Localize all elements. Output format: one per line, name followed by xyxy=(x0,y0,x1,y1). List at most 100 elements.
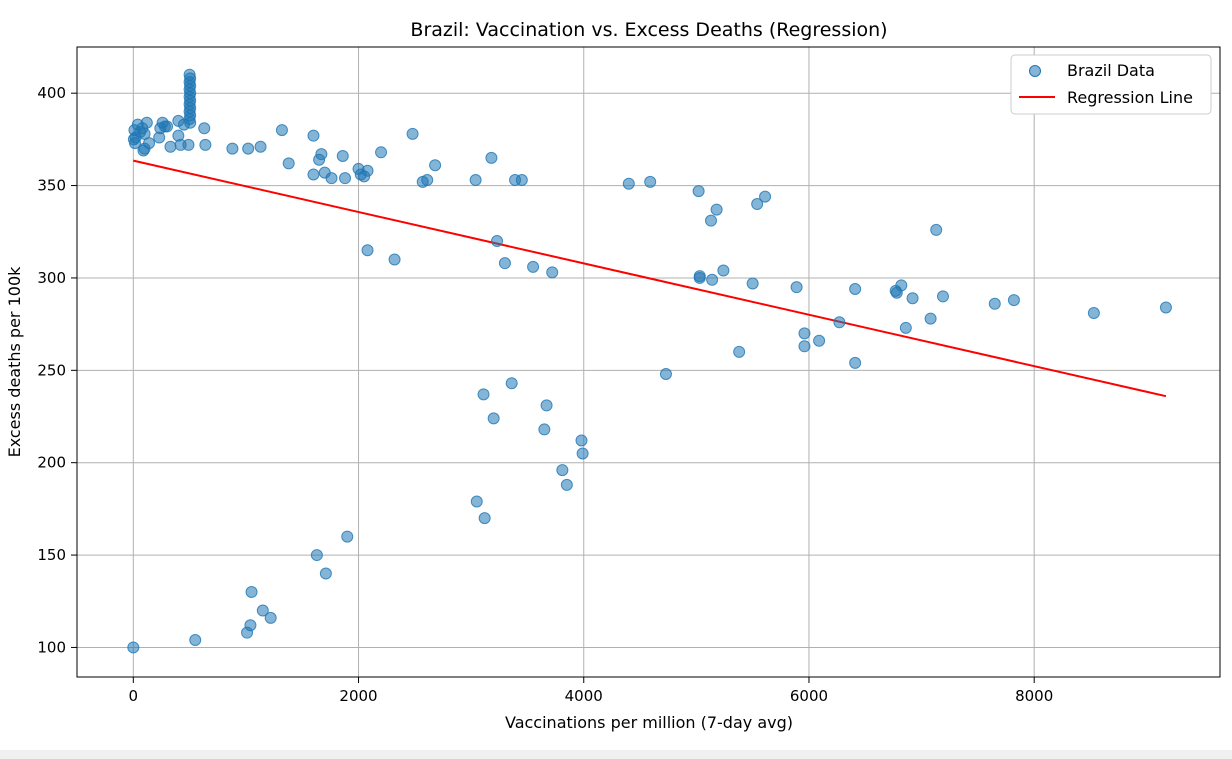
y-tick-label: 350 xyxy=(37,177,66,195)
scatter-point xyxy=(1087,307,1100,320)
legend-box xyxy=(1010,54,1212,115)
scatter-point xyxy=(325,172,338,185)
scatter-point xyxy=(164,140,177,153)
scatter-point xyxy=(485,151,498,164)
scatter-point xyxy=(226,142,239,155)
scatter-point xyxy=(813,334,826,347)
scatter-point xyxy=(361,164,374,177)
tick-layer: 0 2000 4000 6000 8000 100 150 200 250 300 350 400 xyxy=(37,84,1053,705)
scatter-point xyxy=(895,279,908,292)
scatter-point xyxy=(899,321,912,334)
scatter-point xyxy=(798,340,811,353)
scatter-point xyxy=(282,157,295,170)
scatter-point xyxy=(849,356,862,369)
scatter-point xyxy=(798,327,811,340)
scatter-point xyxy=(245,586,258,599)
scatter-point xyxy=(1007,294,1020,307)
scatter-point xyxy=(924,312,937,325)
x-tick-label: 0 xyxy=(129,687,139,705)
scatter-point xyxy=(256,604,269,617)
scatter-point xyxy=(310,549,323,562)
scatter-point xyxy=(538,423,551,436)
scatter-point xyxy=(692,185,705,198)
scatter-point xyxy=(491,234,504,247)
scatter-point xyxy=(315,148,328,161)
y-tick-label: 100 xyxy=(37,638,66,656)
scatter-point xyxy=(498,257,511,270)
scatter-point xyxy=(244,619,257,632)
scatter-point xyxy=(138,142,151,155)
scatter-point xyxy=(388,253,401,266)
x-tick-label: 6000 xyxy=(790,687,828,705)
scatter-point xyxy=(733,345,746,358)
scatter-point xyxy=(515,174,528,187)
scatter-point xyxy=(421,174,434,187)
scatter-point xyxy=(140,116,153,129)
scatter-point xyxy=(264,611,277,624)
scatter-point xyxy=(198,122,211,135)
bottom-strip xyxy=(0,750,1232,759)
scatter-point xyxy=(477,388,490,401)
x-axis-label: Vaccinations per million (7-day avg) xyxy=(505,713,793,732)
scatter-point xyxy=(341,530,354,543)
scatter-point xyxy=(540,399,553,412)
scatter-point xyxy=(1159,301,1172,314)
regression-layer xyxy=(133,159,1167,398)
scatter-point xyxy=(184,116,197,129)
scatter-point xyxy=(469,174,482,187)
scatter-point xyxy=(429,159,442,172)
scatter-point xyxy=(746,277,759,290)
scatter-point xyxy=(833,316,846,329)
scatter-layer xyxy=(127,68,1172,654)
scatter-point xyxy=(319,567,332,580)
scatter-point xyxy=(930,223,943,236)
scatter-point xyxy=(161,120,174,133)
scatter-point xyxy=(307,168,320,181)
y-tick-label: 300 xyxy=(37,269,66,287)
scatter-point xyxy=(254,140,267,153)
scatter-point xyxy=(361,244,374,257)
legend: Brazil Data Regression Line xyxy=(1010,54,1212,115)
scatter-point xyxy=(751,198,764,211)
scatter-point xyxy=(556,464,569,477)
regression-line xyxy=(133,159,1167,398)
scatter-point xyxy=(470,495,483,508)
scatter-point xyxy=(622,177,635,190)
scatter-point xyxy=(849,283,862,296)
scatter-point xyxy=(576,447,589,460)
scatter-point xyxy=(242,142,255,155)
legend-scatter-marker xyxy=(1029,65,1041,77)
scatter-point xyxy=(487,412,500,425)
scatter-point xyxy=(644,175,657,188)
scatter-point xyxy=(988,297,1001,310)
y-tick-label: 250 xyxy=(37,361,66,379)
scatter-point xyxy=(790,281,803,294)
scatter-point xyxy=(906,292,919,305)
x-tick-label: 2000 xyxy=(339,687,377,705)
y-axis-label: Excess deaths per 100k xyxy=(5,266,24,458)
scatter-point xyxy=(706,273,719,286)
scatter-point xyxy=(189,634,202,647)
scatter-point xyxy=(546,266,559,279)
scatter-point xyxy=(710,203,723,216)
scatter-point xyxy=(759,190,772,203)
chart-title: Brazil: Vaccination vs. Excess Deaths (R… xyxy=(410,19,887,41)
legend-label-brazil-data: Brazil Data xyxy=(1067,61,1155,80)
scatter-point xyxy=(182,138,195,151)
scatter-point xyxy=(478,512,491,525)
axes-frame xyxy=(76,46,1221,678)
scatter-point xyxy=(336,150,349,163)
scatter-point xyxy=(406,127,419,140)
scatter-point xyxy=(527,260,540,273)
y-tick-label: 400 xyxy=(37,84,66,102)
scatter-point xyxy=(199,138,212,151)
scatter-point xyxy=(704,214,717,227)
y-tick-label: 150 xyxy=(37,546,66,564)
scatter-point xyxy=(693,271,706,284)
scatter-point xyxy=(275,124,288,137)
y-tick-label: 200 xyxy=(37,454,66,472)
legend-label-regression-line: Regression Line xyxy=(1067,88,1193,107)
scatter-point xyxy=(717,264,730,277)
